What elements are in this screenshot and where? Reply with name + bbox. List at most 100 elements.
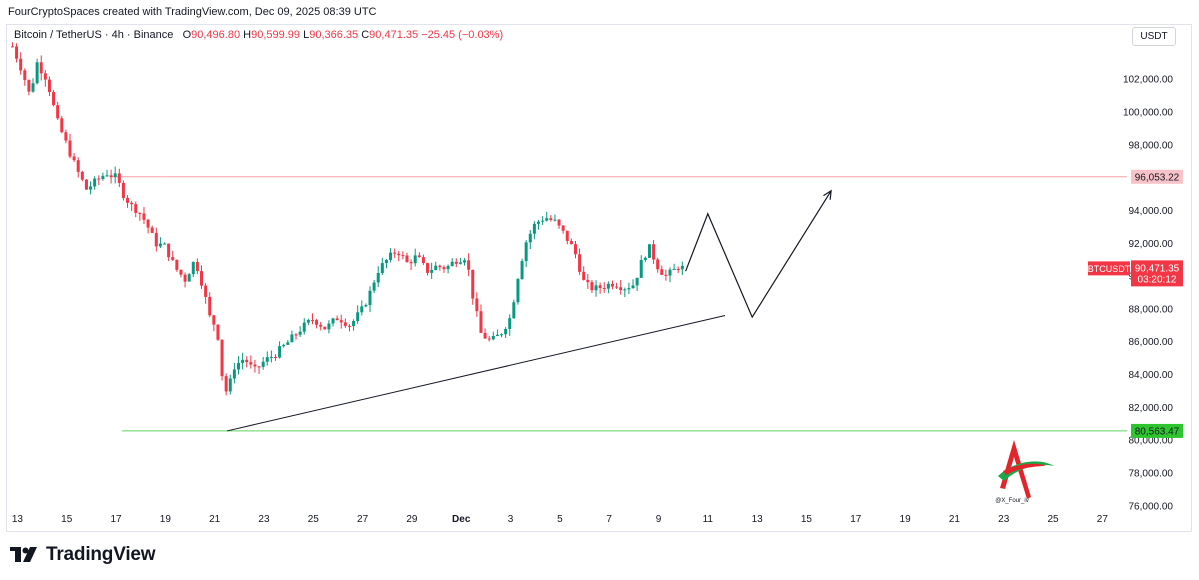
y-tick-label: 98,000.00 bbox=[1129, 140, 1174, 151]
candle bbox=[553, 219, 557, 221]
legend-open: 90,496.80 bbox=[191, 29, 241, 41]
currency-button[interactable]: USDT bbox=[1132, 27, 1176, 46]
candle bbox=[339, 320, 343, 323]
candle bbox=[372, 282, 376, 291]
legend-low-label: L bbox=[303, 29, 310, 41]
candle bbox=[236, 362, 240, 370]
chart-frame bbox=[6, 24, 1192, 532]
candle bbox=[323, 326, 327, 330]
candle bbox=[121, 182, 125, 198]
tradingview-logo-icon bbox=[10, 547, 37, 562]
candle bbox=[393, 252, 397, 254]
candle bbox=[421, 257, 425, 264]
legend-low: 90,366.35 bbox=[309, 29, 359, 41]
candle bbox=[23, 70, 27, 80]
candle bbox=[343, 322, 347, 326]
candle bbox=[27, 79, 31, 92]
candle bbox=[479, 311, 483, 333]
candle bbox=[220, 339, 224, 377]
candle bbox=[680, 265, 684, 270]
candle bbox=[573, 244, 577, 255]
candle bbox=[397, 253, 401, 256]
candle bbox=[586, 279, 590, 283]
candle bbox=[360, 306, 364, 313]
candle bbox=[134, 204, 138, 213]
candle bbox=[56, 105, 60, 119]
tradingview-brand: TradingView bbox=[46, 544, 156, 565]
y-tick-label: 88,000.00 bbox=[1129, 304, 1174, 315]
candle bbox=[672, 268, 676, 270]
candle bbox=[458, 262, 462, 264]
candle bbox=[598, 285, 602, 289]
legend-change: −25.45 (−0.03%) bbox=[421, 29, 504, 41]
candle bbox=[438, 265, 442, 268]
support-price-label: 80,563.47 bbox=[1135, 426, 1180, 437]
candle bbox=[656, 259, 660, 270]
y-tick-label: 92,000.00 bbox=[1129, 239, 1174, 250]
candle bbox=[76, 160, 80, 172]
candle bbox=[191, 261, 195, 275]
resistance-price-label: 96,053.22 bbox=[1135, 172, 1180, 183]
candle bbox=[627, 288, 631, 290]
chart-legend: Bitcoin / TetherUS · 4h · Binance O90,49… bbox=[14, 29, 503, 41]
y-tick-label: 76,000.00 bbox=[1129, 501, 1174, 512]
candle bbox=[84, 179, 88, 190]
legend-close: 90,471.35 bbox=[369, 29, 419, 41]
candle bbox=[216, 324, 220, 340]
resistance-price-label-bg bbox=[1131, 169, 1183, 184]
candle bbox=[43, 73, 47, 80]
candle bbox=[273, 356, 277, 358]
legend-symbol: Bitcoin / TetherUS · 4h · Binance bbox=[14, 29, 174, 41]
candle bbox=[454, 261, 458, 264]
x-tick-label: 5 bbox=[557, 514, 563, 525]
candle bbox=[171, 257, 175, 260]
projection-arrowhead bbox=[823, 189, 832, 200]
candle bbox=[146, 219, 150, 228]
projection-path bbox=[685, 190, 832, 319]
x-tick-label: 25 bbox=[308, 514, 320, 525]
x-tick-label: 23 bbox=[998, 514, 1010, 525]
candle bbox=[401, 255, 405, 257]
candle bbox=[467, 260, 471, 270]
candle bbox=[35, 62, 39, 84]
candle bbox=[578, 254, 582, 272]
candle bbox=[495, 334, 499, 336]
candle bbox=[417, 255, 421, 258]
candle bbox=[475, 298, 479, 312]
candle bbox=[631, 285, 635, 289]
legend-open-label: O bbox=[182, 29, 192, 41]
candle bbox=[175, 259, 179, 270]
candle bbox=[500, 334, 504, 336]
candle bbox=[52, 92, 56, 106]
candle bbox=[446, 265, 450, 270]
legend-close-label: C bbox=[361, 29, 370, 41]
candle bbox=[335, 318, 339, 321]
x-tick-label: 11 bbox=[703, 514, 714, 525]
candle bbox=[516, 279, 520, 303]
candle bbox=[643, 257, 647, 260]
last-price-label: 90,471.35 bbox=[1135, 263, 1180, 274]
candle bbox=[602, 288, 606, 290]
candle bbox=[249, 362, 253, 365]
legend-high: 90,599.99 bbox=[251, 29, 301, 41]
candle bbox=[208, 296, 212, 316]
candle bbox=[647, 244, 651, 258]
candle bbox=[652, 244, 656, 260]
candle bbox=[524, 242, 528, 262]
candle bbox=[582, 271, 586, 280]
y-tick-label: 80,000.00 bbox=[1129, 436, 1174, 447]
x-tick-label: 13 bbox=[12, 514, 24, 525]
candle bbox=[31, 83, 35, 92]
candle bbox=[158, 243, 162, 247]
last-price-bg bbox=[1131, 260, 1183, 287]
candle bbox=[376, 273, 380, 283]
candle bbox=[606, 283, 610, 289]
support-price-label-bg bbox=[1131, 423, 1183, 438]
candle bbox=[39, 62, 43, 74]
candle bbox=[594, 285, 598, 291]
candle bbox=[352, 321, 356, 327]
candle bbox=[491, 335, 495, 340]
candle bbox=[676, 268, 680, 270]
candle bbox=[204, 285, 208, 297]
